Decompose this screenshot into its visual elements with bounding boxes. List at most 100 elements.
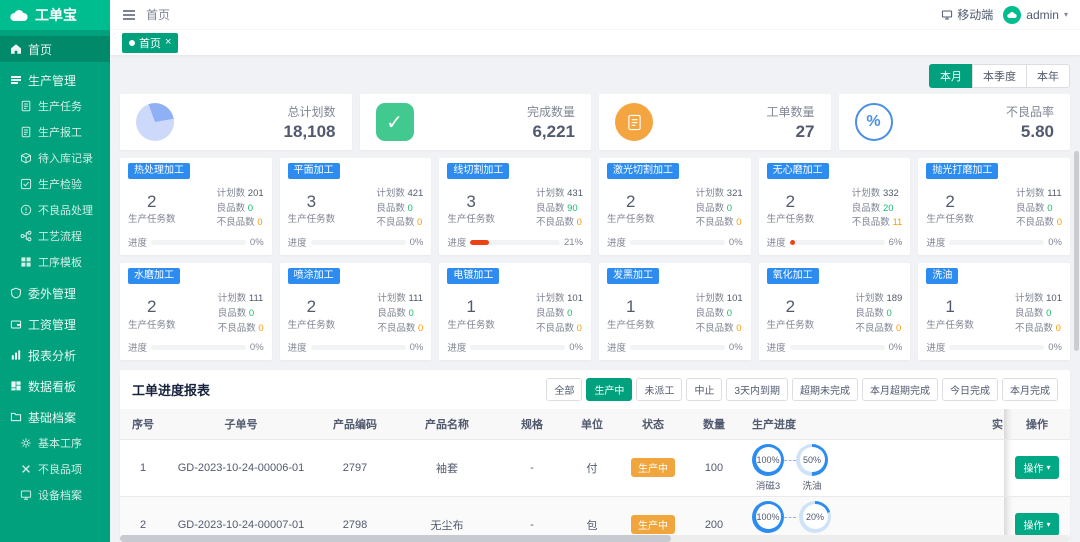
task-count-label: 生产任务数 bbox=[447, 214, 495, 226]
step-percent: 50% bbox=[799, 447, 825, 473]
stat-value: 5.80 bbox=[1020, 121, 1054, 141]
filter-button[interactable]: 中止 bbox=[686, 378, 723, 402]
task-count-label: 生产任务数 bbox=[128, 214, 176, 226]
process-name-tag: 激光切割加工 bbox=[607, 163, 679, 179]
product-code: 2797 bbox=[316, 439, 394, 497]
progress-bar bbox=[470, 344, 566, 350]
good-label: 良品数 bbox=[695, 307, 725, 319]
sidebar-item[interactable]: 委外管理 bbox=[0, 280, 110, 306]
sidebar-item[interactable]: 生产检验 bbox=[0, 171, 110, 197]
sidebar-item[interactable]: 基本工序 bbox=[0, 430, 110, 456]
filter-button[interactable]: 生产中 bbox=[586, 378, 633, 402]
good-value: 0 bbox=[726, 307, 733, 319]
sidebar-item-label: 基础档案 bbox=[28, 410, 77, 425]
sidebar-item[interactable]: 设备档案 bbox=[0, 482, 110, 508]
process-stats: 计划数 431 良品数 90 不良品数 0 bbox=[536, 187, 583, 231]
action-button[interactable]: 操作 ▾ bbox=[1015, 513, 1059, 537]
status-cell: 生产中 bbox=[620, 496, 686, 542]
horizontal-scrollbar[interactable] bbox=[120, 535, 1070, 542]
sidebar-item[interactable]: 生产报工 bbox=[0, 119, 110, 145]
sidebar-item[interactable]: 待入库记录 bbox=[0, 145, 110, 171]
sidebar-item[interactable]: 生产管理 bbox=[0, 67, 110, 93]
period-button[interactable]: 本季度 bbox=[972, 64, 1027, 88]
process-card: 热处理加工 2 生产任务数 计划数 201 良品数 0 不良品数 0 进度 0% bbox=[120, 158, 272, 256]
plan-value: 189 bbox=[886, 293, 903, 305]
tab-active-dot bbox=[129, 39, 135, 46]
progress-label: 进度 bbox=[926, 343, 946, 355]
sidebar-item[interactable]: 不良品处理 bbox=[0, 197, 110, 223]
filter-button[interactable]: 今日完成 bbox=[942, 378, 998, 402]
vertical-scrollbar[interactable] bbox=[1074, 151, 1079, 351]
sidebar-item[interactable]: 基础档案 bbox=[0, 404, 110, 430]
progress-bar bbox=[630, 344, 725, 350]
sidebar-item[interactable]: 工艺流程 bbox=[0, 223, 110, 249]
process-stats: 计划数 421 良品数 0 不良品数 0 bbox=[376, 187, 423, 231]
user-menu[interactable]: admin ▾ bbox=[1003, 5, 1068, 24]
sidebar-item[interactable]: 工序模板 bbox=[0, 249, 110, 275]
menu-toggle-icon[interactable] bbox=[122, 9, 136, 21]
step-connector bbox=[784, 516, 796, 518]
stat-label: 完成数量 bbox=[526, 104, 575, 119]
good-value: 0 bbox=[1047, 202, 1053, 214]
bad-label: 不良品数 bbox=[377, 322, 416, 334]
doc-icon bbox=[20, 126, 32, 138]
filter-button[interactable]: 本月超期完成 bbox=[862, 378, 938, 402]
plan-label: 计划数 bbox=[216, 188, 246, 199]
logo[interactable]: 工单宝 bbox=[0, 0, 110, 30]
period-button[interactable]: 本年 bbox=[1026, 64, 1070, 88]
process-stats: 计划数 101 良品数 0 不良品数 0 bbox=[1015, 292, 1062, 336]
action-button[interactable]: 操作 ▾ bbox=[1015, 456, 1059, 480]
progress-bar bbox=[310, 344, 406, 350]
filter-button[interactable]: 未派工 bbox=[636, 378, 683, 402]
sidebar-item[interactable]: 工资管理 bbox=[0, 311, 110, 337]
task-count: 1 bbox=[945, 296, 955, 316]
sidebar-item-label: 工序模板 bbox=[38, 257, 82, 269]
sidebar-item[interactable]: 报表分析 bbox=[0, 342, 110, 368]
tab-bar: 首页 × bbox=[110, 30, 1080, 56]
check-icon bbox=[20, 178, 32, 190]
sidebar-item[interactable]: 首页 bbox=[0, 36, 110, 62]
plan-label: 计划数 bbox=[851, 188, 881, 199]
close-icon[interactable]: × bbox=[165, 36, 172, 48]
status-cell: 生产中 bbox=[620, 439, 686, 497]
action-label: 操作 bbox=[1023, 464, 1044, 476]
sidebar-item[interactable]: 数据看板 bbox=[0, 373, 110, 399]
stat-cards: 总计划数 18,108 ✓ 完成数量 6,221 工单数量 27 bbox=[120, 94, 1070, 150]
process-stats: 计划数 101 良品数 0 不良品数 0 bbox=[696, 292, 743, 336]
report-header: 工单进度报表 全部 生产中 未派工 中止 3天内到期 超期未完成 本月超期完成 今日完成 本月完… bbox=[120, 378, 1070, 402]
plan-label: 计划数 bbox=[695, 188, 725, 199]
task-count: 3 bbox=[306, 191, 317, 211]
task-count-label: 生产任务数 bbox=[607, 214, 655, 226]
filter-button[interactable]: 全部 bbox=[546, 378, 583, 402]
filter-button[interactable]: 3天内到期 bbox=[726, 378, 788, 402]
stat-value: 27 bbox=[795, 121, 815, 141]
period-button[interactable]: 本月 bbox=[929, 64, 973, 88]
row-index: 2 bbox=[120, 496, 166, 542]
filter-button[interactable]: 本月完成 bbox=[1002, 378, 1058, 402]
bad-label: 不良品数 bbox=[216, 217, 255, 229]
sidebar-item[interactable]: 不良品项 bbox=[0, 456, 110, 482]
quantity: 200 bbox=[686, 496, 742, 542]
mobile-link[interactable]: 移动端 bbox=[941, 6, 993, 23]
task-count-label: 生产任务数 bbox=[926, 214, 974, 226]
good-label: 良品数 bbox=[535, 307, 565, 319]
filter-button[interactable]: 超期未完成 bbox=[792, 378, 858, 402]
good-value: 0 bbox=[408, 307, 414, 319]
horizontal-scrollbar-thumb[interactable] bbox=[120, 535, 671, 542]
step-percent: 20% bbox=[802, 504, 828, 530]
stat-card-total-plan: 总计划数 18,108 bbox=[120, 94, 352, 150]
process-card: 平面加工 3 生产任务数 计划数 421 良品数 0 不良品数 0 进度 0% bbox=[279, 158, 432, 256]
actual-cell bbox=[982, 439, 1004, 497]
plan-value: 421 bbox=[407, 188, 424, 199]
sidebar-item-label: 数据看板 bbox=[28, 379, 77, 394]
chevron-down-icon: ▾ bbox=[1046, 463, 1051, 473]
progress-label: 进度 bbox=[766, 343, 786, 355]
progress-cell: 100% 洗油 20% 氧化加工 bbox=[742, 496, 982, 542]
tab-home[interactable]: 首页 × bbox=[122, 32, 179, 53]
bad-label: 不良品数 bbox=[217, 322, 256, 334]
mobile-icon bbox=[942, 10, 953, 19]
sidebar-item[interactable]: 生产任务 bbox=[0, 93, 110, 119]
breadcrumb[interactable]: 首页 bbox=[146, 8, 171, 22]
wallet-icon bbox=[10, 318, 22, 330]
